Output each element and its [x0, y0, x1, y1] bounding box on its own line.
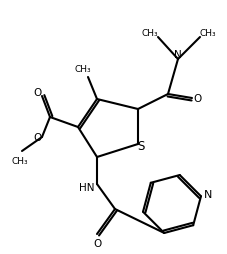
Text: CH₃: CH₃ — [142, 28, 158, 37]
Text: O: O — [33, 88, 41, 98]
Text: O: O — [33, 133, 41, 142]
Text: O: O — [93, 238, 101, 248]
Text: N: N — [174, 50, 182, 60]
Text: N: N — [204, 189, 212, 199]
Text: CH₃: CH₃ — [200, 28, 216, 37]
Text: S: S — [137, 140, 145, 153]
Text: CH₃: CH₃ — [75, 65, 91, 74]
Text: HN: HN — [79, 182, 95, 192]
Text: O: O — [193, 94, 201, 104]
Text: CH₃: CH₃ — [12, 156, 28, 165]
